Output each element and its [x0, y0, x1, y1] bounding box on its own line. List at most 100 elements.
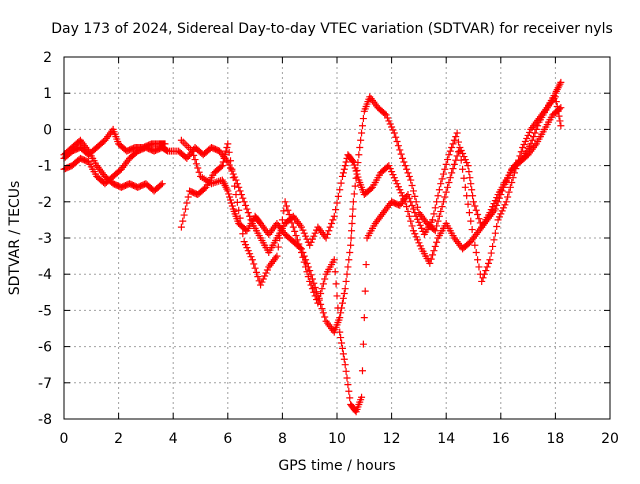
- data-point: [407, 217, 415, 225]
- y-tick-labels: -8 -7 -6 -5 -4 -3 -2 -1 0 1 2: [38, 50, 52, 428]
- data-point: [500, 204, 508, 212]
- data-point: [244, 247, 252, 255]
- data-point: [445, 151, 453, 159]
- data-point: [498, 207, 506, 215]
- data-point: [461, 156, 469, 164]
- data-point: [246, 212, 254, 220]
- data-point: [360, 314, 368, 322]
- data-point: [466, 174, 474, 182]
- data-point: [183, 199, 191, 207]
- data-point: [486, 256, 494, 264]
- data-point: [520, 140, 528, 148]
- data-point: [475, 263, 483, 271]
- data-point: [384, 114, 392, 122]
- data-point: [345, 387, 353, 395]
- data-point: [478, 277, 486, 285]
- data-point: [219, 158, 227, 166]
- data-point: [404, 191, 412, 199]
- data-point: [445, 178, 453, 186]
- data-point: [446, 174, 454, 182]
- data-point: [381, 110, 389, 118]
- data-point: [332, 206, 340, 214]
- data-point: [404, 169, 412, 177]
- data-point: [382, 111, 390, 119]
- data-point: [452, 133, 460, 141]
- data-point: [250, 260, 258, 268]
- data-point: [504, 174, 512, 182]
- x-tick-label: 18: [546, 431, 564, 447]
- data-point: [357, 136, 365, 144]
- data-point: [239, 230, 247, 238]
- data-point: [448, 169, 456, 177]
- series-track-a: [60, 78, 565, 336]
- data-point: [361, 287, 369, 295]
- data-point: [409, 187, 417, 195]
- data-point: [347, 241, 355, 249]
- data-point: [226, 193, 234, 201]
- data-point: [501, 201, 509, 209]
- data-point: [321, 313, 329, 321]
- data-point: [288, 219, 296, 227]
- data-point: [409, 227, 417, 235]
- data-point: [351, 182, 359, 190]
- data-point: [339, 169, 347, 177]
- x-tick-label: 6: [223, 431, 232, 447]
- x-tick-label: 14: [437, 431, 455, 447]
- y-tick-label: -4: [38, 267, 52, 283]
- data-point: [353, 170, 361, 178]
- data-point: [319, 280, 327, 288]
- y-tick-label: -5: [38, 303, 52, 319]
- data-point: [194, 164, 202, 172]
- data-point: [236, 214, 244, 222]
- data-point: [394, 142, 402, 150]
- data-point: [510, 169, 518, 177]
- data-point: [392, 133, 400, 141]
- data-point: [306, 241, 314, 249]
- data-point: [438, 203, 446, 211]
- data-point: [240, 238, 248, 246]
- data-point: [495, 213, 503, 221]
- data-point: [191, 156, 199, 164]
- data-point: [252, 268, 260, 276]
- data-point: [338, 344, 346, 352]
- data-point: [408, 201, 416, 209]
- data-point: [438, 175, 446, 183]
- data-point: [227, 199, 235, 207]
- data-point: [183, 142, 191, 150]
- data-point: [323, 230, 331, 238]
- series-track-c: [60, 93, 565, 416]
- data-point: [471, 202, 479, 210]
- data-point: [235, 183, 243, 191]
- data-point: [349, 158, 357, 166]
- x-axis-label: GPS time / hours: [278, 458, 395, 474]
- data-point: [457, 156, 465, 164]
- data-point: [487, 249, 495, 257]
- chart-title: Day 173 of 2024, Sidereal Day-to-day VTE…: [51, 21, 613, 37]
- data-point: [181, 140, 189, 148]
- data-point: [401, 162, 409, 170]
- data-point: [403, 203, 411, 211]
- data-point: [506, 183, 514, 191]
- data-point: [390, 174, 398, 182]
- data-point: [434, 192, 442, 200]
- data-point: [434, 217, 442, 225]
- data-point: [355, 151, 363, 159]
- data-point: [300, 252, 308, 260]
- data-point: [348, 220, 356, 228]
- data-point: [340, 165, 348, 173]
- data-point: [497, 191, 505, 199]
- data-point: [453, 129, 461, 137]
- data-point: [524, 131, 532, 139]
- x-tick-label: 4: [169, 431, 178, 447]
- data-point: [399, 154, 407, 162]
- data-point: [223, 144, 231, 151]
- y-tick-label: 1: [43, 86, 52, 102]
- data-point: [442, 188, 450, 196]
- data-point: [408, 182, 416, 190]
- data-point: [446, 147, 454, 155]
- data-point: [393, 137, 401, 145]
- data-point: [441, 165, 449, 173]
- data-point: [314, 299, 322, 307]
- data-point: [469, 192, 477, 200]
- data-point: [450, 160, 458, 168]
